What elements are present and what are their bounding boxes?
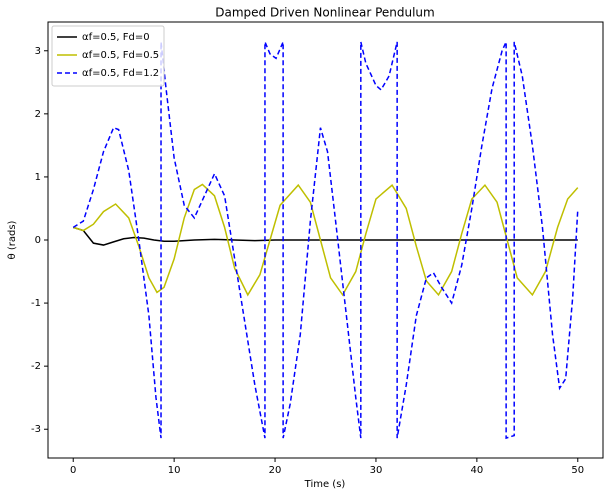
series-line [72,41,579,440]
x-tick-label: 20 [269,465,282,476]
y-tick-label: -1 [31,298,41,309]
x-tick-label: 0 [70,465,76,476]
y-tick-label: -2 [31,361,41,372]
y-tick-label: -3 [31,424,41,435]
y-tick-label: 0 [35,235,41,246]
series-line [73,183,579,297]
legend-label: αf=0.5, Fd=0.5 [82,50,159,61]
y-axis-label: θ (rads) [7,220,18,259]
y-tick-label: 2 [35,109,41,120]
chart-title: Damped Driven Nonlinear Pendulum [215,6,434,20]
x-tick-label: 30 [370,465,383,476]
x-tick-label: 40 [470,465,483,476]
y-tick-label: 1 [35,172,41,183]
x-axis-label: Time (s) [304,479,346,490]
x-tick-label: 10 [168,465,181,476]
legend-label: αf=0.5, Fd=1.2 [82,68,159,79]
series-line [73,226,578,246]
legend-label: αf=0.5, Fd=0 [82,32,150,43]
x-tick-label: 50 [571,465,584,476]
legend-box [51,25,165,87]
plot-frame [47,21,604,459]
y-tick-label: 3 [35,46,41,57]
